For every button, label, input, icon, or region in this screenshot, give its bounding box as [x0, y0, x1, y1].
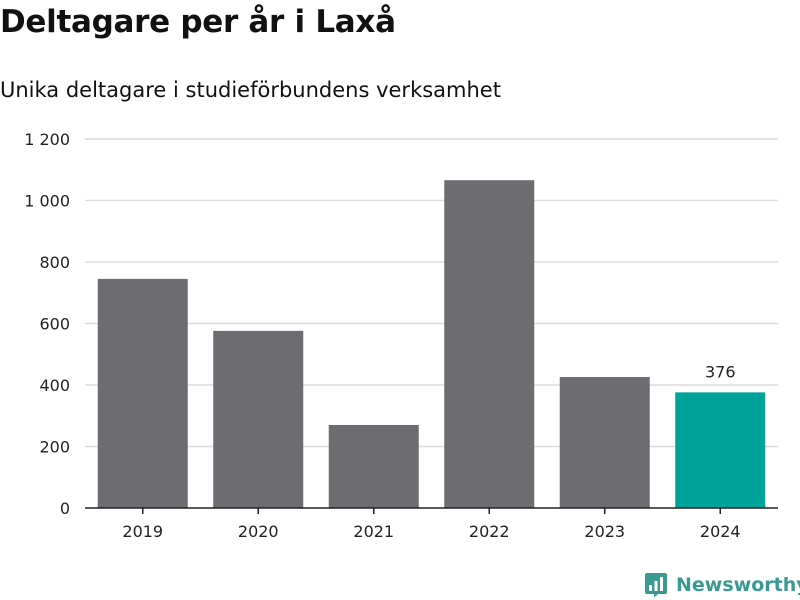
brand-name: Newsworthy	[676, 574, 800, 596]
data-label: 376	[705, 362, 736, 381]
x-tick-label: 2020	[238, 522, 279, 541]
newsworthy-logo: Newsworthy	[644, 570, 800, 600]
x-tick-label: 2022	[469, 522, 510, 541]
bar-2023	[559, 377, 650, 508]
bar-2021	[328, 424, 419, 508]
labels: 0 200 400 600 800 1 000 1 200 2019 2020 2021 2022 2…	[24, 130, 740, 541]
y-tick-label: 1 200	[24, 130, 70, 149]
y-tick-label: 800	[39, 253, 70, 272]
x-tick-label: 2023	[584, 522, 625, 541]
chart-subtitle: Unika deltagare i studieförbundens verks…	[0, 78, 501, 102]
y-tick-label: 0	[60, 499, 70, 518]
bars	[97, 180, 766, 508]
bar-2020	[213, 330, 304, 508]
chart-title: Deltagare per år i Laxå	[0, 4, 396, 40]
y-tick-label: 200	[39, 438, 70, 457]
y-tick-label: 400	[39, 376, 70, 395]
x-tick-label: 2021	[353, 522, 394, 541]
x-tick-label: 2019	[122, 522, 163, 541]
newsworthy-logo-icon	[645, 573, 667, 598]
axes	[85, 507, 778, 514]
gridlines	[85, 138, 778, 448]
bar-2022	[444, 180, 535, 508]
y-tick-label: 1 000	[24, 192, 70, 211]
bar-2019	[97, 278, 188, 508]
y-tick-label: 600	[39, 315, 70, 334]
x-tick-label: 2024	[700, 522, 741, 541]
bar-2024	[675, 392, 766, 508]
